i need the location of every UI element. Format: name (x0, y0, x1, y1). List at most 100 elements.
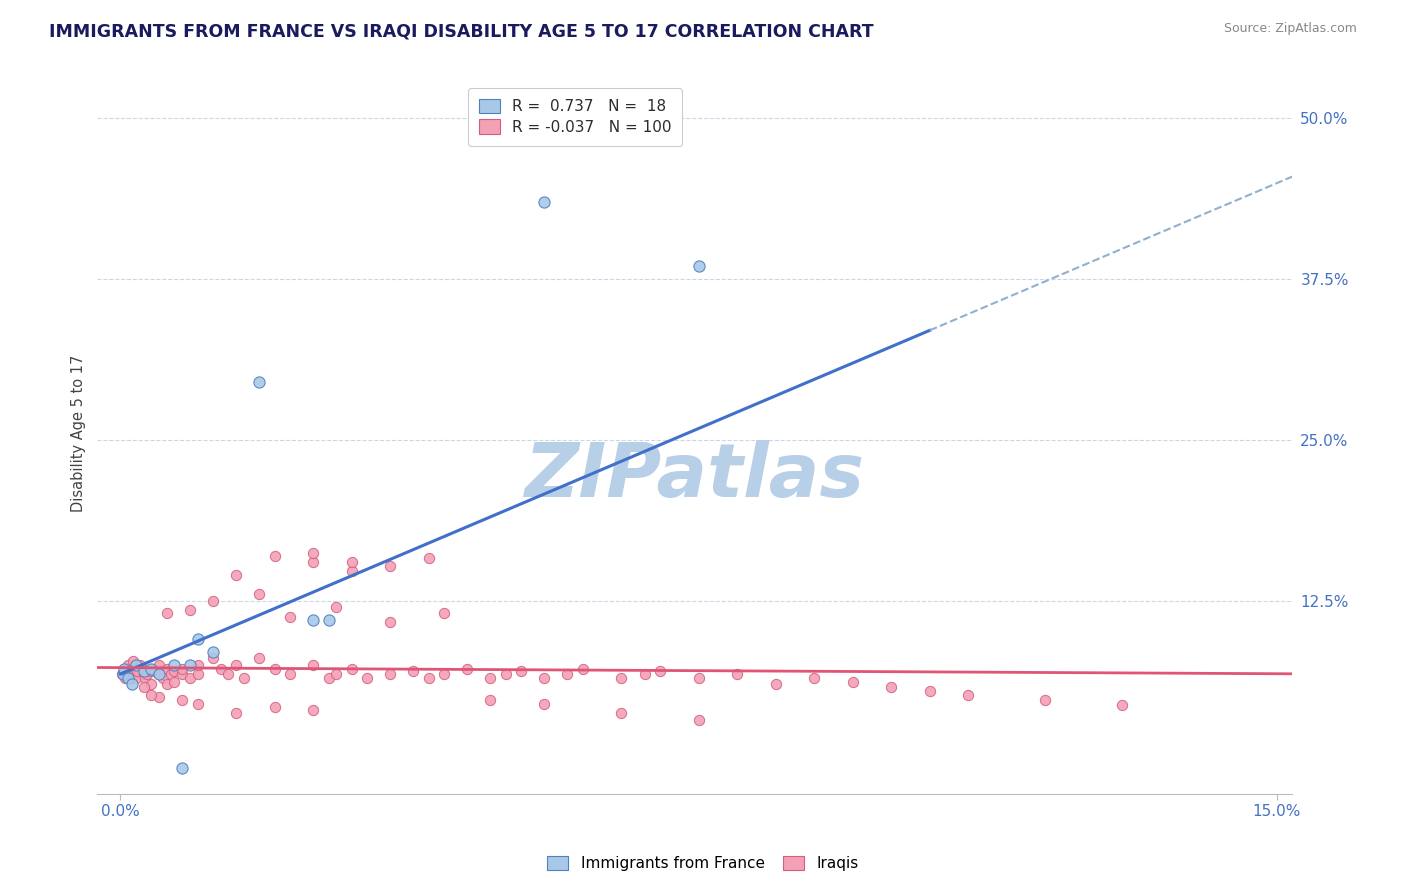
Point (132, 680, 155, 694)
Point (880, 680, 903, 694)
Point (179, 602, 201, 616)
Point (479, 671, 502, 685)
Point (136, 667, 159, 681)
Point (725, 667, 748, 681)
Point (118, 665, 141, 679)
Point (117, 667, 139, 681)
Point (134, 671, 156, 685)
Point (247, 651, 270, 665)
Point (957, 688, 980, 702)
Point (688, 671, 710, 685)
Point (172, 662, 194, 676)
Point (302, 657, 325, 672)
Point (132, 665, 155, 679)
Point (128, 657, 150, 672)
Point (247, 587, 270, 601)
Point (187, 632, 209, 647)
Point (172, 692, 194, 706)
Point (302, 546, 325, 560)
Point (688, 713, 710, 727)
Point (156, 662, 179, 676)
Point (141, 688, 163, 702)
Point (278, 667, 301, 681)
Point (688, 259, 710, 273)
Point (918, 683, 941, 698)
Point (380, 667, 402, 681)
Point (179, 657, 201, 672)
Point (225, 567, 247, 582)
Point (163, 665, 186, 679)
Point (117, 671, 139, 685)
Text: IMMIGRANTS FROM FRANCE VS IRAQI DISABILITY AGE 5 TO 17 CORRELATION CHART: IMMIGRANTS FROM FRANCE VS IRAQI DISABILI… (49, 22, 875, 40)
Point (125, 671, 148, 685)
Legend: Immigrants from France, Iraqis: Immigrants from France, Iraqis (541, 849, 865, 877)
Point (132, 667, 155, 681)
Point (479, 692, 502, 706)
Point (302, 613, 325, 627)
Point (114, 671, 136, 685)
Text: ZIPatlas: ZIPatlas (524, 440, 865, 513)
Point (572, 662, 595, 676)
Point (125, 657, 148, 672)
Point (1033, 692, 1056, 706)
Point (156, 607, 179, 621)
Point (510, 665, 533, 679)
Point (263, 700, 285, 714)
Point (340, 555, 363, 569)
Point (533, 671, 555, 685)
Point (247, 375, 270, 389)
Point (533, 194, 555, 209)
Point (179, 671, 201, 685)
Point (124, 667, 146, 681)
Point (201, 593, 224, 607)
Point (1111, 698, 1133, 712)
Point (418, 551, 440, 566)
Point (433, 607, 456, 621)
Point (232, 671, 254, 685)
Point (117, 657, 139, 672)
Point (156, 677, 179, 691)
Point (302, 703, 325, 717)
Point (111, 667, 134, 681)
Point (112, 662, 135, 676)
Point (302, 555, 325, 569)
Point (172, 667, 194, 681)
Point (318, 613, 340, 627)
Point (111, 667, 134, 681)
Point (633, 667, 655, 681)
Point (325, 667, 347, 681)
Point (172, 761, 194, 775)
Point (187, 697, 209, 711)
Point (356, 671, 378, 685)
Point (402, 665, 425, 679)
Point (648, 665, 671, 679)
Point (803, 671, 825, 685)
Point (127, 665, 149, 679)
Point (163, 657, 186, 672)
Point (325, 600, 347, 615)
Point (120, 662, 142, 676)
Point (125, 662, 148, 676)
Point (209, 662, 232, 676)
Point (159, 667, 181, 681)
Text: Source: ZipAtlas.com: Source: ZipAtlas.com (1223, 22, 1357, 36)
Point (433, 667, 456, 681)
Point (148, 690, 170, 704)
Point (141, 665, 163, 679)
Point (121, 677, 143, 691)
Legend: R =  0.737   N =  18, R = -0.037   N = 100: R = 0.737 N = 18, R = -0.037 N = 100 (468, 87, 682, 145)
Point (318, 671, 340, 685)
Point (112, 665, 135, 679)
Point (380, 558, 402, 573)
Point (201, 651, 224, 665)
Point (201, 645, 224, 659)
Point (121, 654, 143, 668)
Point (115, 662, 138, 676)
Point (217, 667, 239, 681)
Point (495, 667, 517, 681)
Point (148, 667, 170, 681)
Point (225, 706, 247, 720)
Point (418, 671, 440, 685)
Point (340, 662, 363, 676)
Point (225, 657, 247, 672)
